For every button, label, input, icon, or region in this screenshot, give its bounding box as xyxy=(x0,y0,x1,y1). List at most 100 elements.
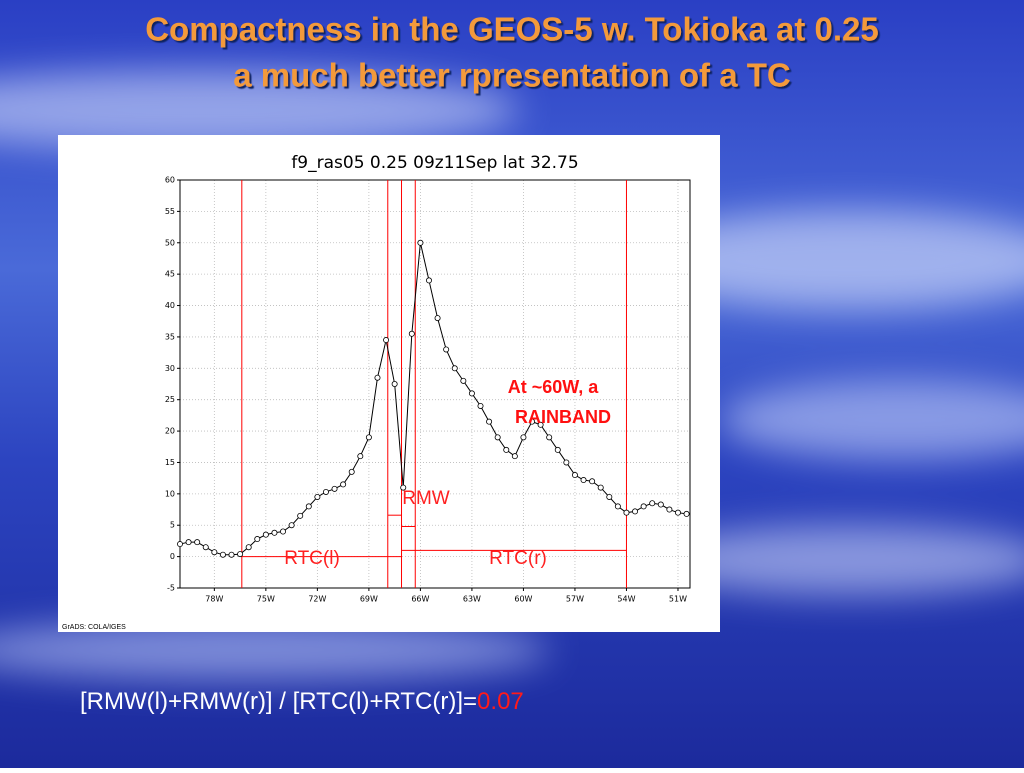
x-tick-label: 72W xyxy=(308,595,326,604)
data-point xyxy=(606,493,613,500)
y-tick-label: 15 xyxy=(165,458,175,467)
data-point xyxy=(640,503,647,510)
data-point xyxy=(228,551,235,558)
data-point xyxy=(211,549,218,556)
data-point xyxy=(417,239,424,246)
data-point xyxy=(202,544,209,551)
y-tick-label: -5 xyxy=(167,584,175,593)
data-point xyxy=(486,418,493,425)
annotation: RMW xyxy=(402,488,450,509)
annotation: RTC(l) xyxy=(284,548,340,569)
data-point xyxy=(185,539,192,546)
data-point xyxy=(254,536,261,543)
data-point xyxy=(451,365,458,372)
data-point xyxy=(477,402,484,409)
data-point xyxy=(237,551,244,558)
data-point xyxy=(322,488,329,495)
data-point xyxy=(614,503,621,510)
data-point xyxy=(374,374,381,381)
y-tick-label: 50 xyxy=(165,238,175,247)
data-point xyxy=(314,493,321,500)
y-tick-label: 0 xyxy=(170,552,175,561)
data-point xyxy=(674,509,681,516)
data-point xyxy=(529,418,536,425)
data-point xyxy=(391,380,398,387)
y-tick-label: 35 xyxy=(165,332,175,341)
formula-result: 0.07 xyxy=(477,688,524,715)
data-point xyxy=(468,390,475,397)
data-point xyxy=(357,453,364,460)
slide-title: Compactness in the GEOS-5 w. Tokioka at … xyxy=(145,11,879,48)
data-point xyxy=(434,315,441,322)
x-tick-label: 75W xyxy=(257,595,275,604)
data-point xyxy=(571,472,578,479)
data-point xyxy=(288,522,295,529)
slide-title: a much better rpresentation of a TC xyxy=(233,57,790,94)
data-point xyxy=(563,459,570,466)
data-point xyxy=(262,531,269,538)
data-point xyxy=(554,446,561,453)
data-point xyxy=(683,510,690,517)
clouds xyxy=(0,70,1024,680)
x-tick-label: 66W xyxy=(411,595,429,604)
x-tick-label: 69W xyxy=(360,595,378,604)
y-tick-label: 55 xyxy=(165,207,175,216)
formula: [RMW(l)+RMW(r)] / [RTC(l)+RTC(r)]=0.07 xyxy=(80,688,524,715)
data-point xyxy=(297,512,304,519)
data-point xyxy=(597,484,604,491)
plot: -5 0 5 10 15 20 25 30 35 40 45 50 55 60 78W 75W 72W 69W 66… xyxy=(165,176,691,604)
data-point xyxy=(657,501,664,508)
data-point xyxy=(383,337,390,344)
annotation: At ~60W, a xyxy=(508,377,600,397)
data-point xyxy=(331,485,338,492)
y-tick-label: 45 xyxy=(165,270,175,279)
data-point xyxy=(511,453,518,460)
chart-title: f9_ras05 0.25 09z11Sep lat 32.75 xyxy=(291,153,578,173)
data-point xyxy=(271,529,278,536)
data-point xyxy=(219,551,226,558)
annotation: RTC(r) xyxy=(489,548,547,569)
data-point xyxy=(666,506,673,513)
y-tick-label: 30 xyxy=(165,364,175,373)
x-tick-label: 78W xyxy=(205,595,223,604)
data-point xyxy=(649,500,656,507)
x-tick-label: 57W xyxy=(566,595,584,604)
y-tick-label: 10 xyxy=(165,489,175,498)
data-point xyxy=(425,277,432,284)
x-tick-label: 54W xyxy=(617,595,635,604)
credit: GrADS: COLA/IGES xyxy=(62,624,126,631)
data-point xyxy=(176,541,183,548)
data-point xyxy=(408,330,415,337)
y-tick-label: 40 xyxy=(165,301,175,310)
data-point xyxy=(546,434,553,441)
plot-frame xyxy=(179,179,691,589)
data-point xyxy=(245,544,252,551)
x-tick-label: 60W xyxy=(514,595,532,604)
data-point xyxy=(623,509,630,516)
data-point xyxy=(520,434,527,441)
data-point xyxy=(589,478,596,485)
data-point xyxy=(400,484,407,491)
x-tick-label: 63W xyxy=(463,595,481,604)
data-point xyxy=(340,481,347,488)
data-point xyxy=(194,539,201,546)
data-point xyxy=(348,468,355,475)
formula-text: [RMW(l)+RMW(r)] / [RTC(l)+RTC(r)]= xyxy=(80,688,477,715)
x-tick-label: 51W xyxy=(669,595,687,604)
data-point xyxy=(305,503,312,510)
data-point xyxy=(632,508,639,515)
data-point xyxy=(443,346,450,353)
data-point xyxy=(580,477,587,484)
annotation: RAINBAND xyxy=(515,407,611,427)
y-tick-label: 5 xyxy=(170,521,175,530)
y-tick-label: 25 xyxy=(165,395,175,404)
data-point xyxy=(365,434,372,441)
data-point xyxy=(503,446,510,453)
data-point xyxy=(537,421,544,428)
chart-panel xyxy=(58,135,720,632)
data-point xyxy=(280,528,287,535)
data-point xyxy=(460,377,467,384)
y-tick-label: 20 xyxy=(165,427,175,436)
data-point xyxy=(494,434,501,441)
